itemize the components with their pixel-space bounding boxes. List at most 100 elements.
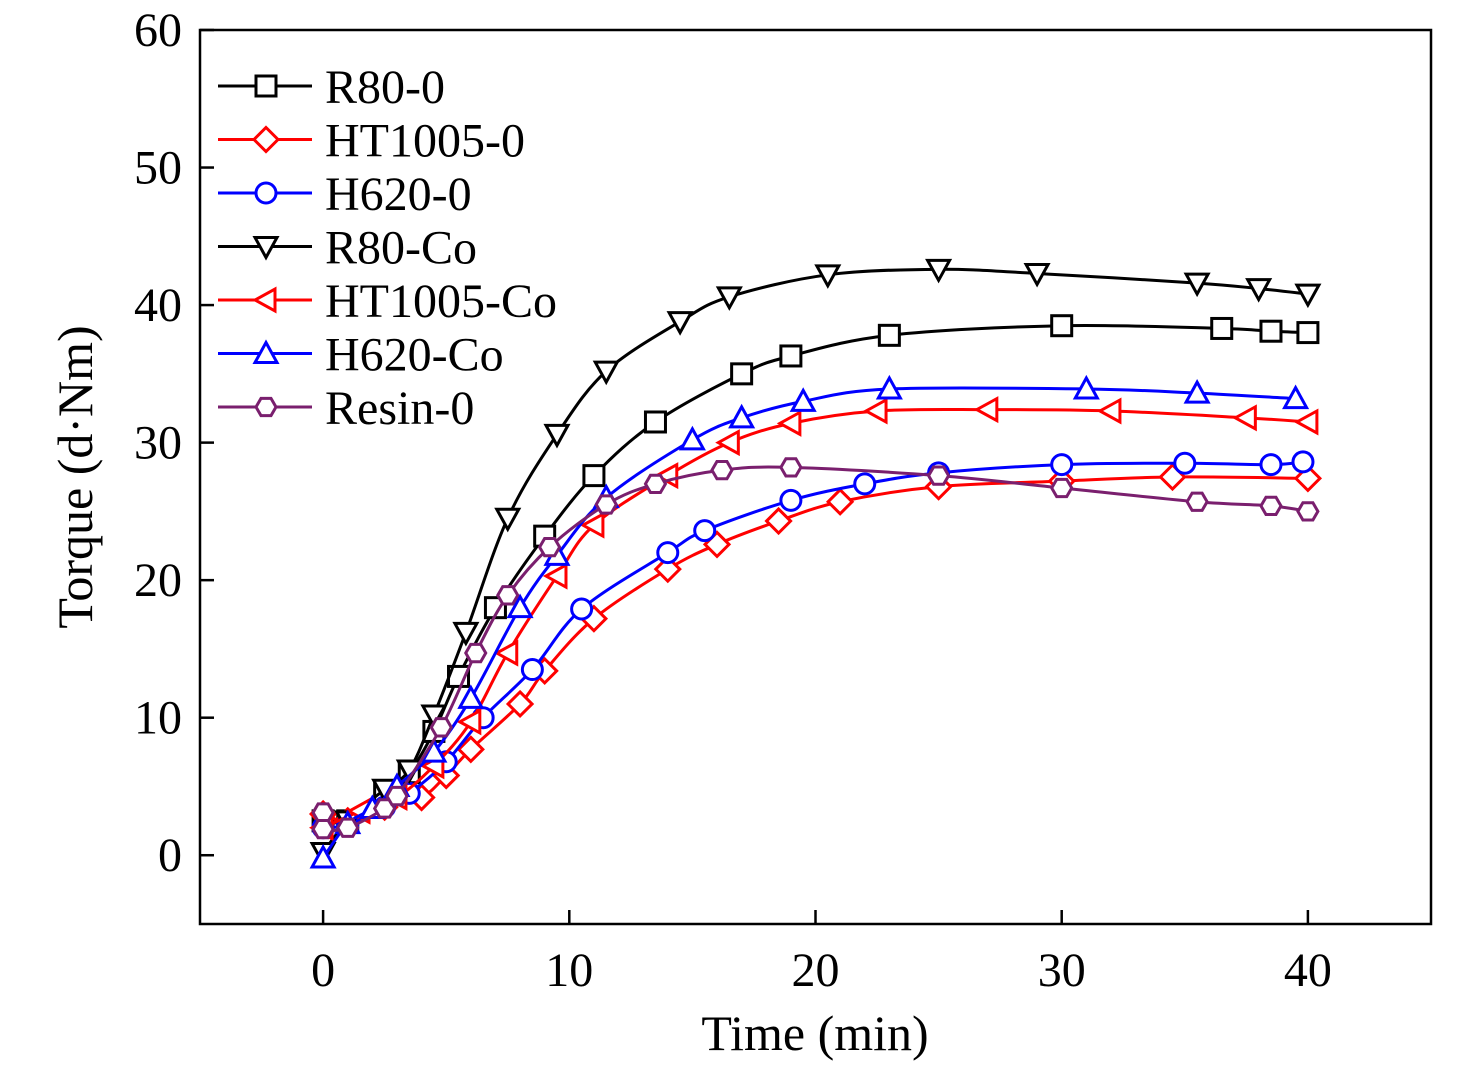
data-point [715, 286, 743, 311]
data-point [1259, 453, 1283, 477]
data-point [520, 658, 544, 682]
data-point [678, 425, 706, 451]
data-point [693, 519, 717, 543]
legend-label: H620-0 [325, 168, 472, 221]
data-point [506, 593, 534, 619]
x-tick-label: 40 [1284, 944, 1332, 997]
data-point [582, 464, 606, 488]
y-tick-label: 50 [134, 142, 182, 195]
data-point [779, 488, 803, 512]
data-point [1291, 450, 1315, 474]
legend-marker [252, 339, 280, 364]
data-point [452, 621, 480, 647]
data-point [385, 785, 409, 807]
data-point [1072, 374, 1100, 400]
data-point [1096, 397, 1122, 425]
y-tick-label: 10 [134, 692, 182, 745]
data-point [1232, 404, 1257, 432]
data-point [496, 585, 520, 606]
data-point [335, 817, 360, 838]
axis-ticks: 0 10 20 30 40 0 10 20 30 40 50 60 [134, 4, 1332, 997]
legend-item: H620-0 [218, 168, 472, 221]
data-point [1294, 283, 1322, 309]
data-point [464, 642, 488, 664]
data-point [1050, 453, 1074, 477]
y-tick-label: 40 [134, 279, 182, 332]
legend-item: H620-Co [218, 329, 504, 382]
series-H620-0 [311, 450, 1315, 840]
y-tick-label: 0 [158, 829, 182, 882]
legend-label: R80-Co [325, 222, 477, 275]
legend-item: HT1005-Co [218, 275, 557, 328]
x-axis-label: Time (min) [701, 1005, 928, 1061]
data-point [579, 511, 605, 539]
data-point [862, 397, 888, 425]
data-point [814, 264, 842, 289]
data-point [875, 374, 903, 400]
legend-label: HT1005-0 [325, 115, 525, 168]
data-point [853, 472, 877, 496]
data-point [730, 362, 754, 386]
data-point [789, 387, 817, 412]
data-point [643, 410, 667, 434]
data-point [776, 409, 802, 437]
data-point [973, 396, 999, 424]
series-Resin-0 [311, 457, 1320, 840]
data-point [653, 555, 682, 584]
data-point [505, 689, 535, 719]
legend-label: R80-0 [325, 61, 445, 114]
data-point [311, 818, 335, 840]
data-point [1183, 378, 1211, 404]
data-point [1245, 278, 1273, 303]
legend-marker [254, 396, 278, 418]
data-point [1293, 408, 1319, 436]
data-point [715, 429, 740, 457]
data-point [1296, 321, 1320, 345]
data-point [1173, 451, 1197, 475]
data-point [728, 403, 756, 429]
data-point [457, 684, 485, 709]
legend-item: R80-0 [218, 61, 445, 114]
x-tick-label: 30 [1038, 944, 1086, 997]
data-point [309, 843, 337, 869]
data-point [779, 457, 803, 478]
legend-item: HT1005-0 [218, 115, 525, 168]
legend-item: R80-Co [218, 222, 477, 275]
x-tick-label: 10 [545, 944, 593, 997]
data-point [1259, 495, 1283, 517]
y-tick-label: 20 [134, 554, 182, 607]
legend-marker [251, 125, 281, 154]
data-point [666, 311, 694, 336]
legend-marker [252, 236, 280, 261]
data-point [825, 487, 855, 516]
data-point [493, 639, 519, 667]
legend-label: H620-Co [325, 329, 504, 382]
data-point [779, 344, 803, 368]
data-point [542, 562, 568, 590]
data-point [1296, 501, 1320, 522]
data-point [710, 459, 734, 481]
data-point [656, 541, 680, 565]
legend-marker [254, 74, 278, 98]
legend-marker [254, 181, 278, 205]
series-layer [308, 258, 1323, 869]
series-R80-Co [309, 258, 1322, 867]
data-point [594, 494, 618, 515]
legend-item: Resin-0 [218, 382, 474, 435]
legend: R80-0HT1005-0H620-0R80-CoHT1005-CoH620-C… [218, 61, 557, 435]
data-point [925, 258, 953, 284]
series-HT1005-0 [308, 462, 1323, 835]
data-point [456, 708, 482, 736]
data-point [764, 506, 793, 536]
data-point [311, 802, 335, 823]
data-point [1050, 314, 1074, 338]
y-axis-label: Torque (d·Nm) [47, 325, 103, 628]
data-point [1259, 319, 1283, 343]
data-point [1049, 477, 1074, 499]
x-tick-label: 20 [792, 944, 840, 997]
data-point [1210, 316, 1234, 340]
legend-marker [251, 286, 277, 314]
x-tick-label: 0 [311, 944, 335, 997]
data-point [543, 423, 571, 449]
data-point [570, 597, 594, 621]
